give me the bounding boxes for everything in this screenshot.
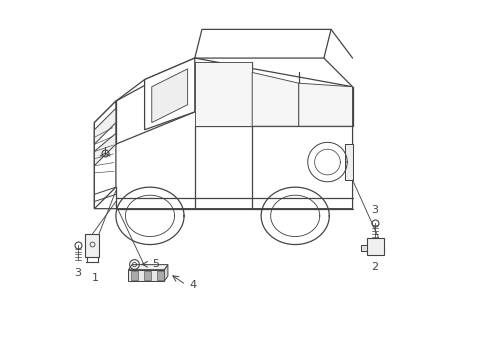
Text: 5: 5 (152, 259, 159, 269)
Text: 4: 4 (190, 280, 196, 290)
Text: 1: 1 (92, 273, 99, 283)
Polygon shape (95, 134, 116, 166)
Polygon shape (252, 72, 299, 126)
Polygon shape (145, 58, 195, 130)
Polygon shape (361, 244, 367, 251)
Polygon shape (345, 144, 353, 180)
Polygon shape (85, 234, 99, 257)
Text: 3: 3 (371, 205, 378, 215)
Polygon shape (299, 83, 353, 126)
Text: 2: 2 (371, 262, 378, 272)
Polygon shape (195, 62, 252, 126)
Polygon shape (95, 101, 116, 209)
Polygon shape (157, 271, 164, 280)
Polygon shape (144, 271, 151, 280)
Polygon shape (131, 271, 138, 280)
Polygon shape (164, 265, 168, 281)
Polygon shape (128, 270, 164, 281)
Polygon shape (95, 108, 116, 144)
Text: 3: 3 (74, 268, 81, 278)
Polygon shape (95, 58, 353, 209)
Polygon shape (128, 265, 168, 270)
Polygon shape (152, 69, 188, 123)
Polygon shape (367, 238, 384, 255)
